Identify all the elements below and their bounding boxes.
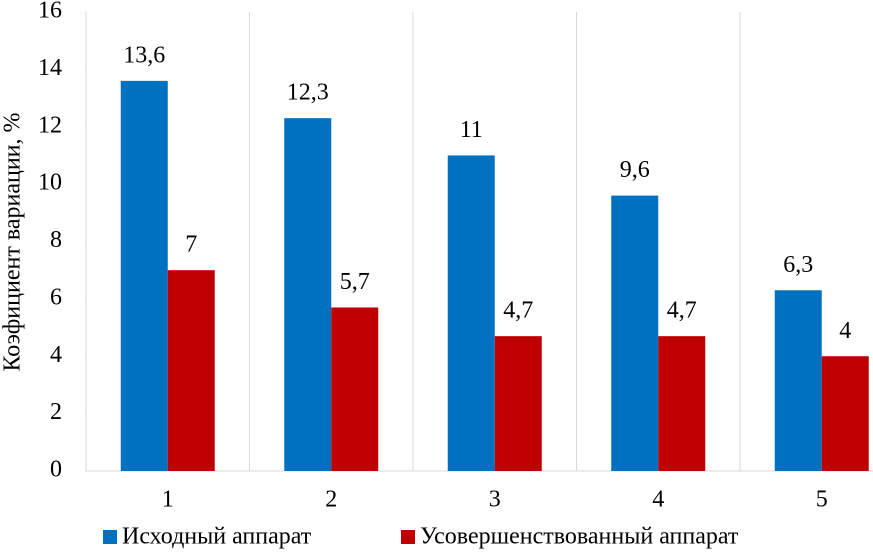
data-label: 12,3 <box>287 80 329 106</box>
y-tick-label: 4 <box>50 342 62 368</box>
data-label: 13,6 <box>123 42 165 68</box>
data-label: 6,3 <box>783 252 813 278</box>
legend-swatch <box>103 530 117 544</box>
y-tick-label: 8 <box>50 227 62 253</box>
bar <box>774 290 822 471</box>
y-tick-label: 10 <box>38 170 62 196</box>
x-tick-label: 5 <box>816 487 828 513</box>
data-label: 11 <box>460 117 483 143</box>
data-label: 4,7 <box>503 298 533 324</box>
y-tick-label: 14 <box>38 55 62 81</box>
y-tick-label: 12 <box>38 112 62 138</box>
y-tick-label: 6 <box>50 284 62 310</box>
legend-label: Усовершенствованный аппарат <box>420 524 739 550</box>
legend-label: Исходный аппарат <box>122 524 312 550</box>
x-tick-label: 3 <box>489 487 501 513</box>
data-label: 5,7 <box>340 269 370 295</box>
y-tick-label: 2 <box>50 399 62 425</box>
y-tick-label: 0 <box>50 457 62 483</box>
bar <box>447 155 495 471</box>
bar <box>167 270 215 471</box>
data-label: 7 <box>185 232 197 258</box>
bar <box>821 356 869 471</box>
x-tick-label: 1 <box>162 487 174 513</box>
legend-swatch <box>401 530 415 544</box>
y-axis-label: Коэфициент вариации, % <box>0 112 26 371</box>
data-label: 4 <box>839 318 851 344</box>
bar <box>611 195 659 471</box>
bar <box>658 336 706 471</box>
bar <box>284 118 332 472</box>
x-tick-label: 4 <box>652 487 664 513</box>
bar <box>494 336 542 471</box>
data-label: 9,6 <box>620 157 650 183</box>
y-tick-label: 16 <box>38 0 62 24</box>
x-tick-label: 2 <box>325 487 337 513</box>
bar <box>120 80 168 471</box>
bar <box>331 307 379 471</box>
data-label: 4,7 <box>667 298 697 324</box>
